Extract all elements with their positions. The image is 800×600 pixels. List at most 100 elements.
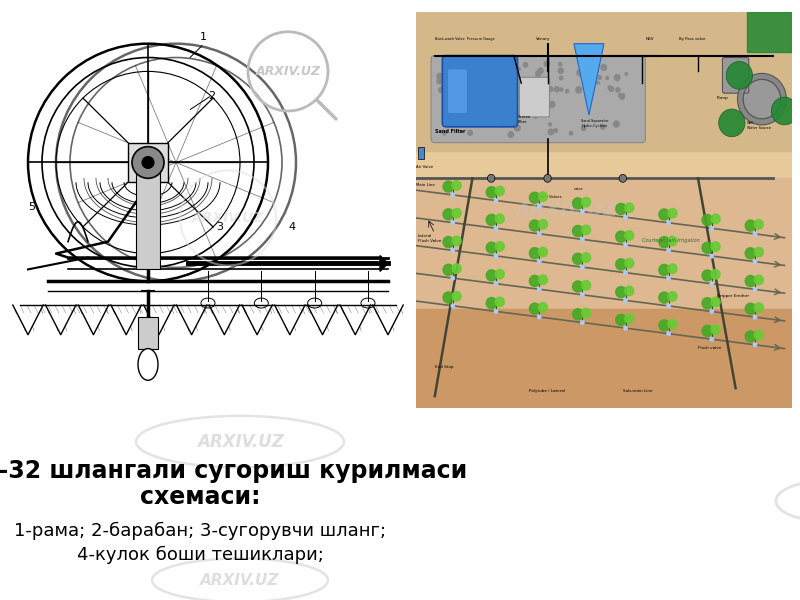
Circle shape: [753, 232, 757, 236]
Circle shape: [580, 293, 585, 297]
Text: Venury: Venury: [536, 37, 551, 41]
Text: ← Ball Valves: ← Ball Valves: [536, 195, 562, 199]
Circle shape: [753, 259, 757, 264]
Circle shape: [753, 343, 757, 347]
Circle shape: [494, 199, 498, 203]
Circle shape: [452, 181, 461, 190]
Circle shape: [495, 269, 504, 279]
Circle shape: [538, 247, 547, 257]
Circle shape: [132, 146, 164, 178]
Text: End Stop: End Stop: [435, 365, 454, 370]
Circle shape: [530, 248, 540, 259]
FancyBboxPatch shape: [448, 70, 466, 113]
Bar: [418, 146, 423, 158]
Text: ARXIV.UZ: ARXIV.UZ: [192, 211, 264, 225]
Circle shape: [450, 193, 455, 197]
Circle shape: [582, 225, 590, 235]
Circle shape: [743, 79, 781, 119]
Circle shape: [519, 95, 525, 100]
Circle shape: [754, 247, 763, 257]
Text: 2: 2: [208, 91, 215, 101]
Circle shape: [753, 315, 757, 319]
Circle shape: [508, 131, 514, 137]
Circle shape: [538, 220, 547, 229]
Circle shape: [486, 101, 490, 105]
Circle shape: [479, 85, 482, 89]
Circle shape: [485, 119, 490, 124]
Circle shape: [530, 192, 540, 203]
Circle shape: [538, 275, 547, 284]
Circle shape: [702, 298, 713, 309]
Circle shape: [573, 198, 583, 209]
Circle shape: [537, 259, 542, 264]
Circle shape: [711, 242, 720, 251]
Circle shape: [623, 326, 627, 330]
Circle shape: [582, 281, 590, 290]
Bar: [128, 143, 168, 182]
Bar: [747, 12, 792, 52]
Circle shape: [520, 95, 526, 101]
Circle shape: [668, 319, 677, 329]
Circle shape: [486, 298, 497, 308]
Text: ARXIV.UZ: ARXIV.UZ: [197, 433, 283, 451]
Circle shape: [710, 281, 714, 286]
Circle shape: [570, 131, 573, 135]
Circle shape: [487, 175, 495, 182]
Circle shape: [559, 76, 562, 80]
Circle shape: [450, 276, 455, 280]
Circle shape: [668, 292, 677, 301]
Circle shape: [443, 209, 454, 220]
Text: Dripper Emitter: Dripper Emitter: [717, 294, 749, 298]
Text: Main Line: Main Line: [416, 183, 434, 187]
Circle shape: [753, 287, 757, 292]
Circle shape: [528, 112, 532, 115]
Circle shape: [530, 303, 540, 314]
Circle shape: [486, 75, 490, 80]
Circle shape: [554, 87, 559, 92]
Circle shape: [437, 78, 442, 84]
Circle shape: [618, 94, 622, 97]
Text: ARXIV.UZ: ARXIV.UZ: [515, 200, 618, 220]
Circle shape: [495, 297, 504, 307]
Circle shape: [623, 271, 627, 275]
Circle shape: [666, 276, 670, 280]
Circle shape: [573, 281, 583, 292]
Circle shape: [625, 314, 634, 323]
Circle shape: [601, 64, 606, 70]
Circle shape: [598, 76, 602, 79]
Circle shape: [625, 259, 634, 268]
Circle shape: [510, 104, 514, 107]
Circle shape: [460, 64, 465, 68]
Circle shape: [582, 197, 590, 207]
Circle shape: [478, 92, 483, 98]
Circle shape: [754, 331, 763, 340]
Circle shape: [771, 97, 798, 125]
FancyBboxPatch shape: [442, 56, 518, 127]
Circle shape: [659, 292, 670, 303]
Circle shape: [560, 88, 563, 91]
Circle shape: [452, 264, 461, 274]
Circle shape: [474, 84, 478, 87]
Circle shape: [530, 90, 534, 95]
Circle shape: [455, 85, 460, 90]
Circle shape: [494, 309, 498, 314]
Polygon shape: [574, 44, 604, 115]
Circle shape: [711, 214, 720, 224]
Circle shape: [444, 70, 448, 74]
Circle shape: [537, 232, 542, 236]
Text: Lateral
Flush Valve: Lateral Flush Valve: [418, 234, 441, 242]
Circle shape: [466, 113, 471, 119]
Circle shape: [544, 175, 551, 182]
Circle shape: [443, 96, 447, 100]
Circle shape: [623, 243, 627, 247]
Circle shape: [746, 220, 756, 231]
Circle shape: [480, 110, 486, 116]
Circle shape: [554, 128, 558, 133]
Circle shape: [668, 264, 677, 274]
Circle shape: [530, 275, 540, 286]
Circle shape: [702, 242, 713, 253]
Circle shape: [576, 87, 582, 93]
Bar: [416, 12, 792, 151]
Circle shape: [616, 287, 626, 298]
Circle shape: [573, 226, 583, 236]
